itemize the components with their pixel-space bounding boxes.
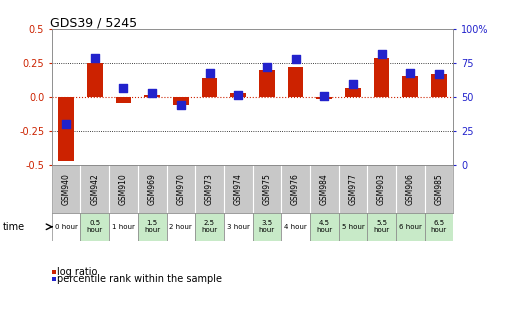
Bar xyxy=(52,213,80,241)
Bar xyxy=(231,93,246,97)
Point xyxy=(62,122,70,127)
Text: 4.5
hour: 4.5 hour xyxy=(316,220,332,233)
Bar xyxy=(259,70,275,97)
Text: GSM973: GSM973 xyxy=(205,173,214,205)
Bar xyxy=(396,213,425,241)
Text: 4 hour: 4 hour xyxy=(284,224,307,230)
Point xyxy=(148,91,156,96)
Text: GSM984: GSM984 xyxy=(320,173,329,205)
Text: 0 hour: 0 hour xyxy=(55,224,78,230)
Bar xyxy=(253,213,281,241)
Bar xyxy=(431,74,447,97)
Text: 2.5
hour: 2.5 hour xyxy=(202,220,218,233)
Bar xyxy=(345,88,361,97)
Text: GSM975: GSM975 xyxy=(262,173,271,205)
Point xyxy=(263,65,271,70)
Bar xyxy=(316,97,332,99)
Text: 5.5
hour: 5.5 hour xyxy=(373,220,390,233)
Bar xyxy=(402,76,418,97)
Bar xyxy=(373,58,390,97)
Bar xyxy=(339,213,367,241)
Text: 2 hour: 2 hour xyxy=(169,224,192,230)
Text: log ratio: log ratio xyxy=(57,267,98,277)
Text: percentile rank within the sample: percentile rank within the sample xyxy=(57,274,222,284)
Bar xyxy=(202,78,218,97)
Bar xyxy=(116,97,132,103)
Bar xyxy=(166,213,195,241)
Text: 5 hour: 5 hour xyxy=(341,224,364,230)
Text: GSM969: GSM969 xyxy=(148,173,156,205)
Text: GSM910: GSM910 xyxy=(119,173,128,205)
Bar xyxy=(87,63,103,97)
Point xyxy=(406,70,414,76)
Text: 3.5
hour: 3.5 hour xyxy=(259,220,275,233)
Bar xyxy=(310,213,339,241)
Point xyxy=(234,92,242,97)
Text: 1.5
hour: 1.5 hour xyxy=(144,220,160,233)
Bar xyxy=(195,213,224,241)
Point xyxy=(320,93,328,98)
Text: 0.5
hour: 0.5 hour xyxy=(87,220,103,233)
Point xyxy=(205,70,213,76)
Text: GSM985: GSM985 xyxy=(435,173,443,205)
Bar xyxy=(80,213,109,241)
Point xyxy=(435,72,443,77)
Bar xyxy=(58,97,74,161)
Text: GSM940: GSM940 xyxy=(62,173,70,205)
Text: GSM976: GSM976 xyxy=(291,173,300,205)
Bar xyxy=(145,95,160,97)
Text: 3 hour: 3 hour xyxy=(227,224,250,230)
Bar xyxy=(287,67,304,97)
Point xyxy=(91,55,99,60)
Text: GSM970: GSM970 xyxy=(176,173,185,205)
Text: 6.5
hour: 6.5 hour xyxy=(431,220,447,233)
Bar xyxy=(173,97,189,105)
Text: GSM977: GSM977 xyxy=(349,173,357,205)
Bar xyxy=(281,213,310,241)
Text: time: time xyxy=(3,222,25,232)
Text: 6 hour: 6 hour xyxy=(399,224,422,230)
Point xyxy=(177,103,185,108)
Bar xyxy=(224,213,253,241)
Point xyxy=(292,57,300,62)
Text: GSM942: GSM942 xyxy=(90,173,99,205)
Bar xyxy=(109,213,138,241)
Bar xyxy=(425,213,453,241)
Text: 1 hour: 1 hour xyxy=(112,224,135,230)
Text: GSM903: GSM903 xyxy=(377,173,386,205)
Point xyxy=(349,81,357,86)
Point xyxy=(378,51,386,57)
Bar xyxy=(367,213,396,241)
Point xyxy=(119,85,127,90)
Text: GSM906: GSM906 xyxy=(406,173,415,205)
Bar xyxy=(138,213,166,241)
Text: GDS39 / 5245: GDS39 / 5245 xyxy=(50,16,137,29)
Text: GSM974: GSM974 xyxy=(234,173,243,205)
